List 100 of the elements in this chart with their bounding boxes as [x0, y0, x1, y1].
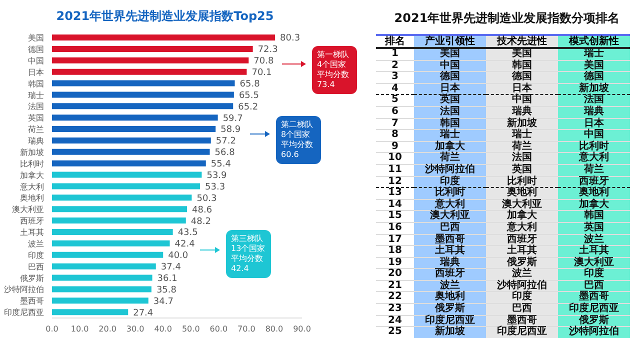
data-label: 70.8 [254, 56, 274, 67]
data-label: 35.8 [156, 285, 177, 296]
x-tick-label: 80.0 [265, 324, 284, 334]
y-tick-label: 16 [387, 222, 403, 234]
bar [52, 92, 234, 98]
data-label: 57.2 [216, 136, 236, 147]
bar [52, 46, 253, 52]
x-tick-label: 50.0 [182, 324, 200, 334]
y-tick-label: 17 [387, 234, 403, 246]
y-tick-label: 韩国 [28, 79, 44, 88]
text: 韩国 [584, 210, 604, 222]
y-tick-label: 印度 [28, 250, 44, 260]
bar [52, 80, 235, 86]
text: 沙特阿拉伯 [425, 164, 475, 175]
text: 俄罗斯 [507, 256, 537, 268]
text: 巴西 [512, 303, 532, 314]
text: 意大利 [435, 198, 465, 210]
x-tick-label: 模式创新性 [558, 35, 630, 48]
data-label: 40.0 [168, 251, 188, 262]
text: 瑞士 [584, 48, 604, 59]
data-label: 70.1 [252, 68, 272, 78]
data-label: 55.4 [210, 160, 232, 170]
bar [52, 114, 218, 121]
text: 英国 [512, 164, 532, 175]
data-label: 80.3 [280, 34, 300, 44]
x-tick-label: 10.0 [70, 324, 89, 334]
text: 波兰 [440, 280, 460, 291]
text: 西班牙 [507, 234, 537, 244]
y-tick-label: 美国 [28, 34, 44, 43]
y-tick-label: 25 [387, 326, 403, 338]
text: 印度 [584, 268, 604, 280]
bar [52, 34, 276, 41]
text: 比利时 [579, 140, 609, 152]
y-tick-label: 20 [387, 268, 403, 280]
data-label: 50.3 [196, 194, 217, 204]
y-tick-label: 13 [387, 187, 403, 200]
x-tick-label: 技术先进性 [486, 35, 558, 48]
y-tick-label: 波兰 [28, 239, 44, 248]
text: 土耳其 [507, 245, 537, 256]
bar [52, 160, 206, 166]
data-label: 59.7 [222, 114, 243, 124]
y-tick-label: 5 [390, 94, 400, 106]
data-label: 72.3 [258, 45, 278, 56]
text: 澳大利亚 [502, 198, 542, 210]
y-tick-label: 巴西 [28, 262, 44, 272]
bar [52, 286, 152, 292]
x-tick-label: 70.0 [238, 324, 256, 334]
data-label: 56.8 [214, 148, 236, 158]
y-tick-label: 7 [390, 118, 400, 130]
text: 加拿大 [579, 198, 609, 210]
data-label: 58.9 [220, 125, 241, 136]
bar [52, 57, 249, 64]
text: 波兰 [584, 234, 604, 244]
text: 印度 [512, 291, 532, 302]
bar [52, 252, 164, 258]
y-tick-label: 加拿大 [20, 170, 44, 180]
text: 比利时 [507, 176, 537, 187]
text: 新加坡 [435, 326, 465, 338]
text: 印度尼西亚 [569, 303, 619, 314]
bar [52, 274, 152, 281]
y-tick-label: 2 [390, 60, 400, 72]
y-tick-label: 19 [387, 256, 403, 268]
y-tick-label: 墨西哥 [20, 296, 44, 306]
data-label: 48.6 [192, 205, 212, 216]
y-tick-label: 24 [387, 314, 403, 326]
text: 印度 [440, 176, 460, 187]
text: 德国 [440, 71, 460, 82]
text: 比利时 [435, 187, 465, 198]
text: 美国 [584, 60, 604, 71]
text: 法国 [512, 152, 532, 164]
text: 瑞典 [440, 256, 460, 268]
text: 瑞士 [512, 129, 532, 140]
text: 俄罗斯 [435, 303, 465, 314]
text: 奥地利 [579, 187, 609, 198]
y-tick-label: 3 [390, 71, 400, 84]
annotation: 第三梯队13个国家平均分数42.4 [226, 230, 271, 278]
text: 荷兰 [584, 164, 604, 175]
y-tick-label: 新加坡 [20, 148, 44, 157]
annotation: 第二梯队8个国家平均分数60.6 [276, 116, 321, 164]
bar [52, 172, 202, 178]
text: 第一梯队4个国家平均分数73.4 [312, 46, 357, 94]
text: 波兰 [512, 268, 532, 280]
bar [52, 218, 186, 224]
y-tick-label: 23 [387, 303, 403, 316]
text: 土耳其 [435, 245, 465, 256]
text: 中国 [440, 60, 460, 71]
data-label: 42.4 [174, 240, 196, 250]
text: 中国 [512, 94, 532, 106]
text: 法国 [440, 106, 460, 117]
text: 沙特阿拉伯 [569, 326, 619, 338]
bar [52, 194, 192, 201]
bar [52, 68, 247, 75]
bar [52, 103, 234, 110]
text: 美国 [440, 48, 460, 59]
text: 印度尼西亚 [425, 314, 475, 326]
text: 韩国 [512, 60, 532, 71]
text: 加拿大 [435, 140, 465, 152]
bar [52, 206, 187, 212]
x-tick-label: 60.0 [210, 324, 228, 334]
data-label: 48.2 [190, 216, 211, 227]
